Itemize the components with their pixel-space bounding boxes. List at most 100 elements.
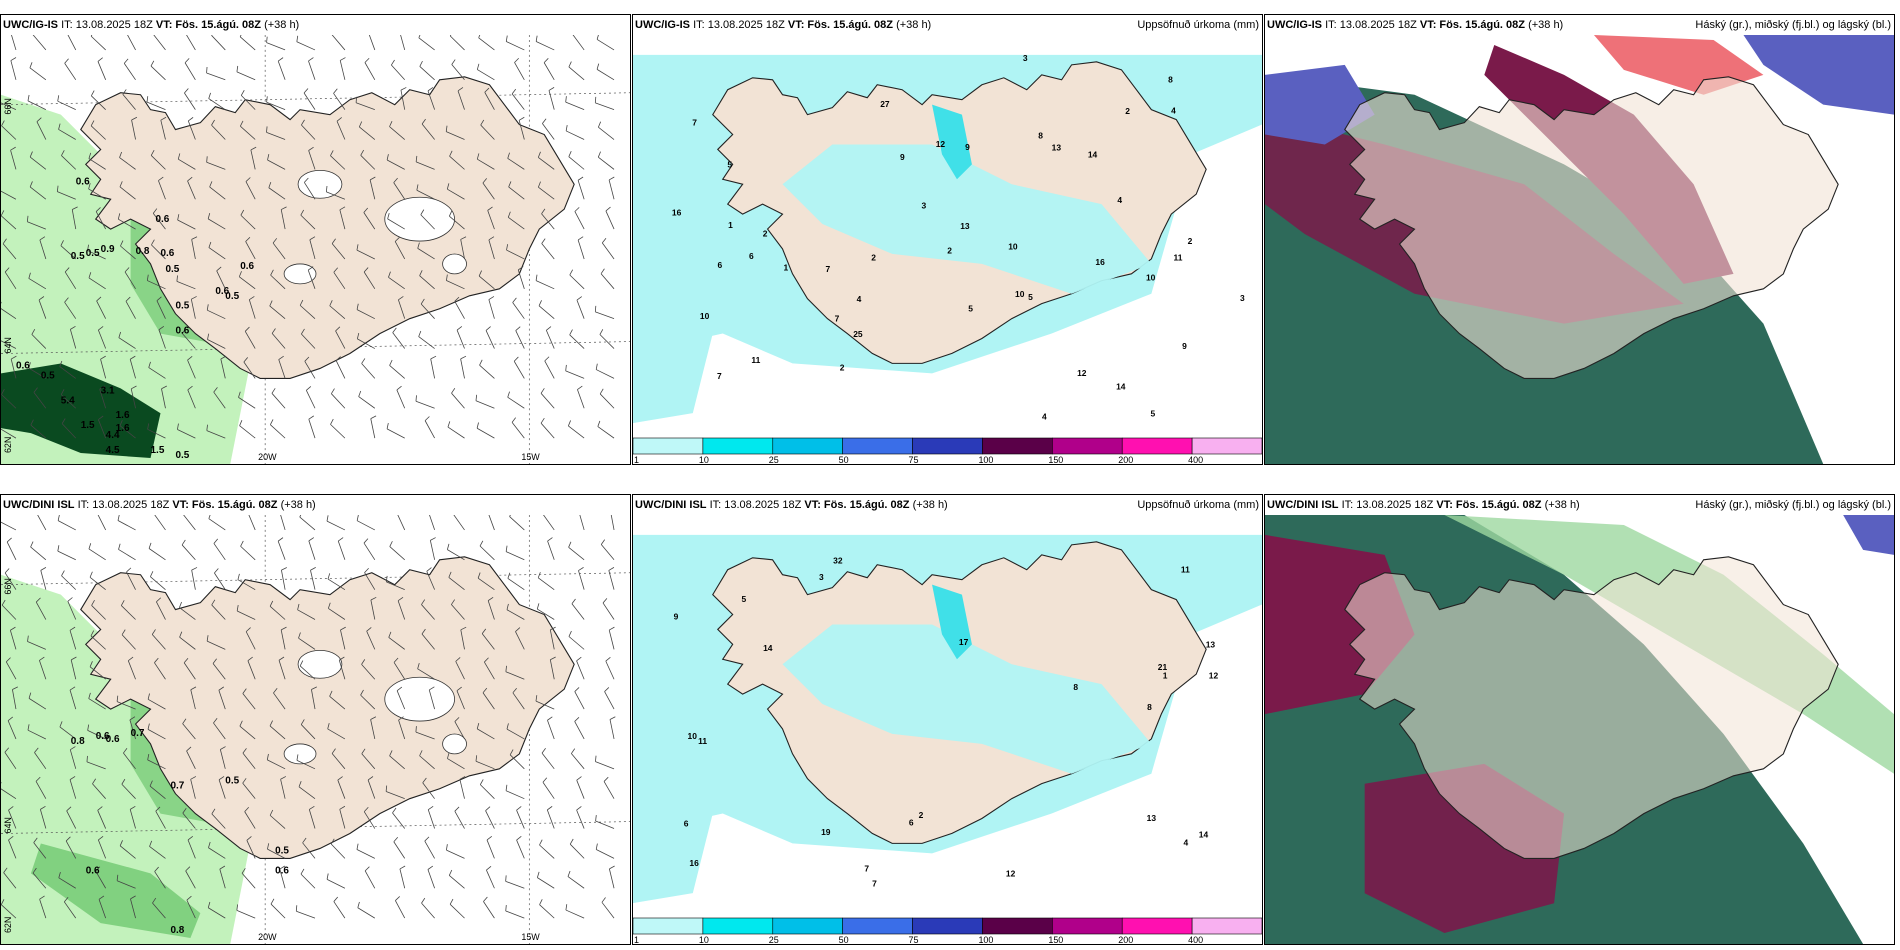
wind-barb bbox=[70, 659, 77, 680]
wind-barb bbox=[396, 389, 406, 409]
wind-barb bbox=[515, 330, 525, 349]
wind-barb-flag bbox=[445, 125, 448, 132]
wind-barb-flag bbox=[280, 776, 287, 780]
wind-barb bbox=[211, 124, 226, 140]
wind-barb bbox=[515, 631, 525, 650]
wind-barb-flag bbox=[327, 602, 331, 609]
wind-barb bbox=[160, 120, 166, 140]
wind-barb-flag bbox=[547, 716, 553, 721]
wind-barb bbox=[304, 182, 316, 200]
wind-barb bbox=[363, 542, 376, 561]
wind-barb-flag bbox=[537, 151, 541, 158]
colorbar-tick-label: 1 bbox=[634, 455, 639, 464]
wind-barb-flag bbox=[386, 422, 389, 429]
wind-barb-flag bbox=[1, 599, 6, 606]
wind-barb bbox=[207, 309, 226, 320]
precip-value-label: 4 bbox=[1042, 411, 1047, 421]
wind-barb bbox=[477, 728, 495, 740]
wind-barb-flag bbox=[7, 716, 14, 721]
iceland-landmass bbox=[80, 76, 575, 379]
wind-barb bbox=[269, 725, 286, 740]
wind-barb-flag bbox=[98, 895, 105, 900]
wind-barb bbox=[420, 214, 435, 230]
wind-barb-flag bbox=[505, 784, 508, 791]
wind-barb-flag bbox=[333, 267, 338, 273]
wind-barb bbox=[27, 729, 47, 740]
wind-barb-flag bbox=[281, 626, 287, 631]
wind-barb-flag bbox=[428, 805, 434, 811]
wind-barb bbox=[95, 211, 107, 230]
wind-barb-flag bbox=[448, 869, 453, 876]
wind-barb-flag bbox=[360, 689, 364, 696]
wind-barb bbox=[1, 340, 17, 349]
wind-barb-flag bbox=[63, 896, 69, 903]
wind-barb bbox=[87, 730, 106, 740]
wind-barb bbox=[119, 186, 136, 200]
wind-barb-flag bbox=[550, 656, 556, 661]
wind-barb bbox=[449, 904, 465, 919]
latitude-label: 64N bbox=[3, 337, 13, 353]
wind-barb bbox=[186, 35, 196, 51]
wind-barb-flag bbox=[119, 181, 123, 188]
precip-area-light bbox=[633, 773, 713, 904]
wind-barb-flag bbox=[191, 236, 198, 240]
wind-barb bbox=[95, 870, 107, 889]
lead-time: (+38 h) bbox=[1528, 19, 1564, 31]
wind-barb bbox=[239, 36, 256, 51]
wind-barb-flag bbox=[340, 57, 346, 61]
wind-barb-flag bbox=[460, 626, 467, 631]
wind-barb bbox=[311, 689, 316, 710]
wind-barb-flag bbox=[609, 865, 615, 870]
wind-barb-flag bbox=[99, 385, 105, 390]
wind-barb bbox=[300, 873, 316, 889]
wind-barb-flag bbox=[239, 35, 242, 37]
wind-barb bbox=[39, 660, 47, 680]
wind-barb bbox=[206, 640, 226, 650]
wind-barb bbox=[356, 249, 375, 260]
wind-barb-flag bbox=[595, 843, 598, 850]
wind-barb-flag bbox=[389, 121, 393, 127]
wind-barb bbox=[388, 637, 405, 650]
wind-barb-flag bbox=[304, 356, 310, 362]
wind-barb bbox=[485, 810, 495, 829]
wind-barb-flag bbox=[568, 151, 572, 157]
wind-value-label: 0.6 bbox=[156, 214, 170, 225]
wind-value-label: 0.5 bbox=[41, 370, 55, 381]
model-label: UWC/DINI ISL bbox=[3, 499, 75, 511]
precip-area-light bbox=[782, 144, 1152, 294]
wind-barb-flag bbox=[301, 328, 305, 335]
wind-barb bbox=[421, 604, 435, 620]
wind-barb-flag bbox=[59, 721, 63, 728]
wind-barb-flag bbox=[393, 836, 399, 843]
wind-barb-flag bbox=[65, 836, 71, 842]
wind-barb-flag bbox=[27, 635, 29, 642]
iceland-landmass bbox=[80, 556, 575, 859]
wind-barb bbox=[516, 810, 525, 829]
wind-barb bbox=[90, 125, 106, 140]
wind-barb bbox=[27, 100, 47, 111]
wind-barb bbox=[240, 125, 256, 140]
wind-barb-flag bbox=[57, 545, 60, 552]
wind-barb bbox=[147, 428, 166, 439]
wind-barb bbox=[97, 329, 107, 349]
wind-barb-flag bbox=[12, 686, 18, 690]
wind-barb bbox=[300, 724, 316, 740]
wind-barb-flag bbox=[179, 631, 183, 638]
colorbar: 1 10 25 50 75 100 150 200 400 bbox=[633, 916, 1262, 944]
precip-value-label: 12 bbox=[936, 139, 946, 149]
wind-barb-flag bbox=[356, 515, 359, 521]
wind-barb-flag bbox=[219, 865, 226, 870]
wind-value-label: 0.5 bbox=[225, 776, 239, 787]
wind-barb-flag bbox=[356, 303, 359, 310]
wind-barb bbox=[576, 780, 585, 799]
wind-barb-flag bbox=[35, 776, 41, 782]
wind-barb bbox=[488, 299, 495, 319]
wind-barb-flag bbox=[269, 419, 274, 425]
wind-barb-flag bbox=[299, 299, 304, 306]
wind-barb-flag bbox=[484, 87, 490, 93]
precip-value-label: 8 bbox=[1168, 75, 1173, 85]
wind-value-label: 0.6 bbox=[76, 176, 90, 187]
wind-barb-flag bbox=[576, 776, 582, 781]
wind-barb-flag bbox=[28, 692, 32, 699]
wind-barb-flag bbox=[595, 363, 598, 370]
